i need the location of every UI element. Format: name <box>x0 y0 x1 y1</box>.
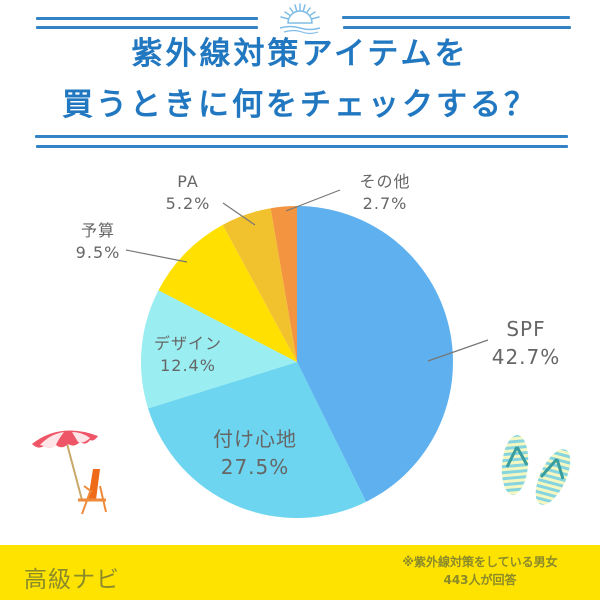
pie-slices <box>141 206 454 518</box>
pie-slice-3 <box>158 224 297 362</box>
slice-label-pa: PA 5.2% <box>158 171 218 215</box>
slice-label-pa-value: 5.2% <box>165 194 211 213</box>
slice-label-design: デザイン 12.4% <box>148 333 228 377</box>
pie-slice-2 <box>141 290 297 409</box>
brand-logo: 高級ナビ <box>24 567 120 593</box>
slice-label-spf: SPF 42.7% <box>486 315 566 371</box>
slice-label-budget-name: 予算 <box>80 221 115 240</box>
slice-label-design-value: 12.4% <box>160 356 216 375</box>
title-frame-top-line-left-1 <box>36 17 258 20</box>
title-frame-top-line-right-2 <box>343 26 571 29</box>
pie-slice-1 <box>148 362 367 518</box>
slice-label-budget: 予算 9.5% <box>70 220 126 264</box>
survey-note-line-1: ※紫外線対策をしている男女 <box>402 555 558 569</box>
slice-label-spf-name: SPF <box>506 317 546 341</box>
slice-label-comfort: 付け心地 27.5% <box>200 425 310 481</box>
slice-label-budget-value: 9.5% <box>75 243 121 262</box>
pie-slice-5 <box>270 206 297 362</box>
leader-lines <box>125 189 489 362</box>
flip-flops-icon <box>501 435 571 505</box>
title-frame-bottom-line-1 <box>35 135 568 138</box>
leader-line-budget <box>125 249 188 263</box>
sun-over-waves-icon <box>279 3 321 35</box>
pie-slice-4 <box>222 208 297 362</box>
slice-label-other-value: 2.7% <box>362 194 408 213</box>
leader-line-other <box>285 189 341 212</box>
slice-label-spf-value: 42.7% <box>491 345 561 369</box>
pie-slice-0 <box>297 206 454 502</box>
slice-label-comfort-value: 27.5% <box>220 455 290 479</box>
title-frame-top-line-left-2 <box>36 26 258 29</box>
survey-note: ※紫外線対策をしている男女 443人が回答 <box>380 553 580 589</box>
leader-line-spf <box>427 339 489 362</box>
chart-title-line-2: 買うときに何をチェックする？ <box>62 87 538 123</box>
slice-label-other: その他 2.7% <box>350 171 420 215</box>
slice-label-other-name: その他 <box>359 172 411 191</box>
leader-line-pa <box>222 202 256 226</box>
title-frame-bottom-line-2 <box>36 145 568 148</box>
title-frame-top-line-right-1 <box>342 16 570 19</box>
slice-label-comfort-name: 付け心地 <box>213 427 297 451</box>
slice-label-pa-name: PA <box>177 172 199 191</box>
footer-bar <box>0 545 600 600</box>
chart-title-line-1: 紫外線対策アイテムを <box>131 36 469 72</box>
slice-label-design-name: デザイン <box>153 334 222 353</box>
survey-note-line-2: 443人が回答 <box>443 573 517 587</box>
beach-umbrella-chair-icon <box>32 430 107 515</box>
